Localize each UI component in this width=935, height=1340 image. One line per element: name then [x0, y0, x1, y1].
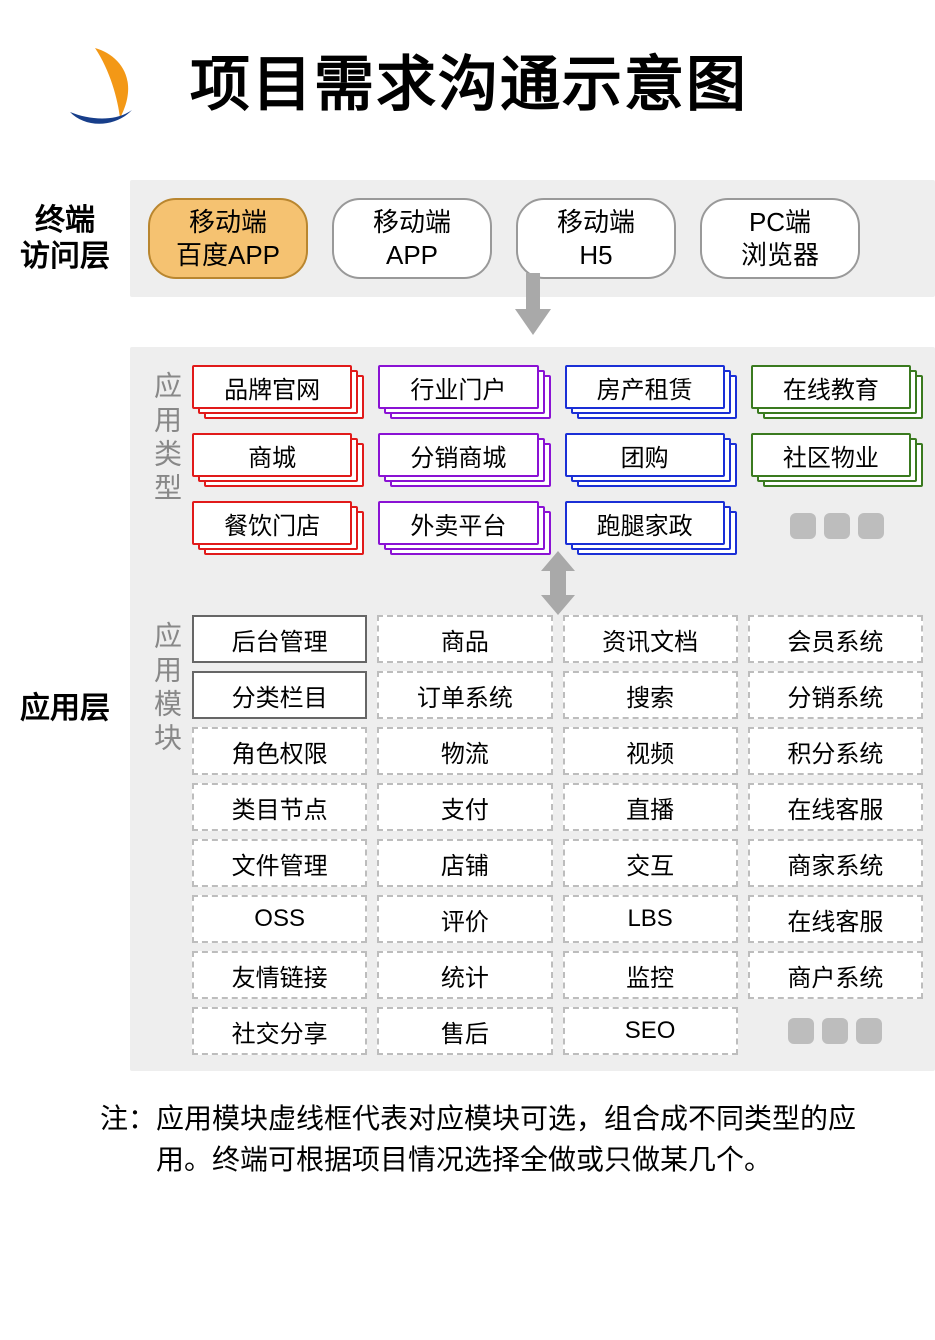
- terminal-layer: 终端 访问层 移动端 百度APP 移动端 APP 移动端 H5 PC端 浏览器: [0, 180, 935, 297]
- header: 项目需求沟通示意图: [0, 0, 935, 180]
- module-cell-optional: 友情链接: [192, 951, 367, 999]
- app-type-card-label: 分销商城: [378, 433, 538, 477]
- app-modules-label: 应用模块: [136, 615, 186, 757]
- module-cell-optional: 角色权限: [192, 727, 367, 775]
- terminal-pill: 移动端 APP: [332, 198, 492, 279]
- module-cell-required: 分类栏目: [192, 671, 367, 719]
- app-type-card: 商城: [192, 433, 364, 483]
- module-cell-optional: 类目节点: [192, 783, 367, 831]
- app-types-label: 应用类型: [136, 365, 186, 507]
- app-type-card-label: 品牌官网: [192, 365, 352, 409]
- dot-icon: [822, 1018, 848, 1044]
- app-modules-row: 应用模块 后台管理商品资讯文档会员系统分类栏目订单系统搜索分销系统角色权限物流视…: [136, 615, 923, 1055]
- page-title: 项目需求沟通示意图: [190, 52, 748, 118]
- module-cell-optional: 交互: [563, 839, 738, 887]
- module-cell-optional: 支付: [377, 783, 552, 831]
- module-cell-optional: 统计: [377, 951, 552, 999]
- module-cell-optional: 商户系统: [748, 951, 923, 999]
- app-type-card: 在线教育: [751, 365, 923, 415]
- footnote-text: 应用模块虚线框代表对应模块可选，组合成不同类型的应用。终端可根据项目情况选择全做…: [156, 1103, 856, 1175]
- app-type-card-label: 在线教育: [751, 365, 911, 409]
- app-type-card: 行业门户: [378, 365, 550, 415]
- module-cell-optional: OSS: [192, 895, 367, 943]
- module-cell-optional: 在线客服: [748, 783, 923, 831]
- module-cell-optional: 会员系统: [748, 615, 923, 663]
- dot-icon: [858, 513, 884, 539]
- app-type-card: 房产租赁: [565, 365, 737, 415]
- footnote: 注：应用模块虚线框代表对应模块可选，组合成不同类型的应用。终端可根据项目情况选择…: [56, 1071, 935, 1220]
- app-layer-label: 应用层: [0, 347, 130, 1071]
- app-type-card-label: 房产租赁: [565, 365, 725, 409]
- dot-icon: [790, 513, 816, 539]
- module-cell-optional: 积分系统: [748, 727, 923, 775]
- module-cell-optional: 商家系统: [748, 839, 923, 887]
- module-cell-optional: 搜索: [563, 671, 738, 719]
- module-cell-optional: 店铺: [377, 839, 552, 887]
- app-type-card-label: 行业门户: [378, 365, 538, 409]
- app-type-card-label: 餐饮门店: [192, 501, 352, 545]
- module-cell-optional: 资讯文档: [563, 615, 738, 663]
- app-modules-grid: 后台管理商品资讯文档会员系统分类栏目订单系统搜索分销系统角色权限物流视频积分系统…: [192, 615, 923, 1055]
- arrow-down-wrap: [0, 297, 935, 347]
- module-cell-optional: 监控: [563, 951, 738, 999]
- module-cell-optional: SEO: [563, 1007, 738, 1055]
- module-cell-optional: 物流: [377, 727, 552, 775]
- arrow-down-icon: [515, 309, 551, 335]
- module-cell-optional: 订单系统: [377, 671, 552, 719]
- app-type-card: 分销商城: [378, 433, 550, 483]
- diagram-root: 项目需求沟通示意图 终端 访问层 移动端 百度APP 移动端 APP 移动端 H5 P…: [0, 0, 935, 1220]
- app-type-card-label: 跑腿家政: [565, 501, 725, 545]
- more-dots: [751, 501, 923, 551]
- module-cell-optional: 直播: [563, 783, 738, 831]
- terminal-pill: 移动端 百度APP: [148, 198, 308, 279]
- more-dots: [748, 1007, 923, 1055]
- app-type-card: 餐饮门店: [192, 501, 364, 551]
- app-type-card: 团购: [565, 433, 737, 483]
- module-cell-optional: 在线客服: [748, 895, 923, 943]
- app-type-card-label: 社区物业: [751, 433, 911, 477]
- app-type-card: 外卖平台: [378, 501, 550, 551]
- app-type-card: 社区物业: [751, 433, 923, 483]
- terminal-pill: 移动端 H5: [516, 198, 676, 279]
- arrow-updown-icon: [550, 569, 566, 597]
- logo-icon: [60, 40, 160, 130]
- footnote-prefix: 注：: [100, 1103, 156, 1134]
- module-cell-optional: 文件管理: [192, 839, 367, 887]
- app-type-card: 跑腿家政: [565, 501, 737, 551]
- app-type-card: 品牌官网: [192, 365, 364, 415]
- module-cell-optional: 售后: [377, 1007, 552, 1055]
- app-types-grid: 品牌官网行业门户房产租赁在线教育商城分销商城团购社区物业餐饮门店外卖平台跑腿家政: [192, 365, 923, 551]
- app-layer-body: 应用类型 品牌官网行业门户房产租赁在线教育商城分销商城团购社区物业餐饮门店外卖平…: [130, 347, 935, 1071]
- app-layer: 应用层 应用类型 品牌官网行业门户房产租赁在线教育商城分销商城团购社区物业餐饮门…: [0, 347, 935, 1071]
- module-cell-optional: 社交分享: [192, 1007, 367, 1055]
- dot-icon: [788, 1018, 814, 1044]
- module-cell-optional: 商品: [377, 615, 552, 663]
- app-type-card-label: 外卖平台: [378, 501, 538, 545]
- arrow-updown-wrap: [136, 551, 923, 615]
- module-cell-optional: 分销系统: [748, 671, 923, 719]
- dot-icon: [856, 1018, 882, 1044]
- module-cell-optional: 视频: [563, 727, 738, 775]
- module-cell-optional: 评价: [377, 895, 552, 943]
- app-type-card-label: 团购: [565, 433, 725, 477]
- dot-icon: [824, 513, 850, 539]
- app-types-row: 应用类型 品牌官网行业门户房产租赁在线教育商城分销商城团购社区物业餐饮门店外卖平…: [136, 365, 923, 551]
- terminal-layer-label: 终端 访问层: [0, 180, 130, 297]
- module-cell-required: 后台管理: [192, 615, 367, 663]
- app-type-card-label: 商城: [192, 433, 352, 477]
- module-cell-optional: LBS: [563, 895, 738, 943]
- terminal-pill: PC端 浏览器: [700, 198, 860, 279]
